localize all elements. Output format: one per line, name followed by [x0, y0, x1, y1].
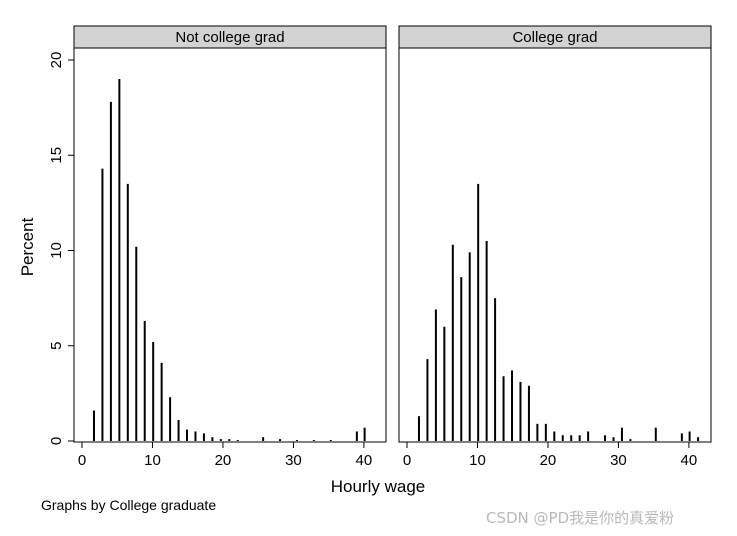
x-tick-label: 30 [285, 452, 302, 469]
x-tick-label: 10 [144, 452, 161, 469]
histogram-chart: Not college grad 0 10 20 30 40 College grad 0 10… [18, 25, 712, 496]
panel-frame-0 [73, 47, 387, 443]
x-tick-label: 30 [610, 452, 627, 469]
graphs-by-note: Graphs by College graduate [41, 497, 217, 513]
y-tick-label: 15 [48, 147, 65, 164]
x-axis-label: Hourly wage [331, 477, 426, 496]
panel-title-1: College grad [512, 29, 597, 46]
x-tick-label: 0 [78, 452, 86, 469]
y-axis-label: Percent [18, 217, 37, 276]
x-tick-label: 40 [681, 452, 698, 469]
panel-title-0: Not college grad [175, 29, 284, 46]
y-tick-label: 5 [48, 342, 65, 350]
x-tick-label: 10 [469, 452, 486, 469]
y-tick-label: 20 [48, 52, 65, 69]
x-tick-label: 20 [540, 452, 557, 469]
y-tick-label: 0 [48, 437, 65, 445]
x-tick-label: 0 [403, 452, 411, 469]
x-tick-label: 40 [356, 452, 373, 469]
x-tick-label: 20 [215, 452, 232, 469]
panel-frame-1 [398, 47, 712, 443]
y-tick-label: 10 [48, 242, 65, 259]
watermark: CSDN @PD我是你的真爱粉 [486, 509, 675, 527]
